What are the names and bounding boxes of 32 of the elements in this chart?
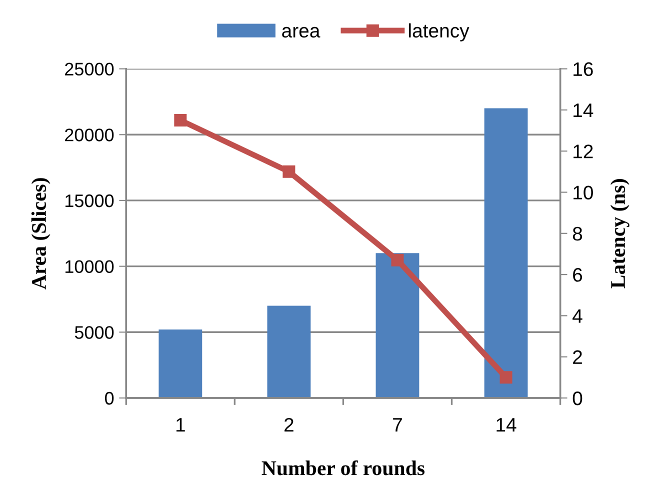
bar [376,253,420,398]
legend-label: latency [409,23,470,42]
point [282,165,296,178]
y-tick-label: 20000 [65,128,114,142]
point [174,114,187,126]
y-tick-label: 5000 [74,326,114,339]
point [391,254,404,266]
y2-tick-label: 0 [572,391,582,406]
y-axis-title: Area (Slices) [31,178,50,290]
y2-tick-label: 2 [573,350,582,364]
legend-label: area [282,26,320,38]
point [500,371,512,384]
x-tick-label: 14 [496,418,516,432]
y2-tick-label: 8 [572,226,582,241]
y2-tick-label: 14 [574,104,594,117]
y2-tick-label: 4 [572,309,582,323]
y-tick-label: 15000 [66,194,114,208]
bar [267,306,311,398]
x-tick-label: 7 [393,418,402,432]
y-tick-label: 0 [105,392,114,405]
y2-tick-label: 10 [574,186,593,200]
y2-tick-label: 16 [574,62,593,76]
x-tick-label: 2 [284,418,294,432]
x-tick-label: 1 [176,418,185,432]
y2-tick-label: 12 [574,144,593,158]
y-tick-label: 25000 [65,62,114,76]
y2-axis-title: Latency (ns) [610,179,630,288]
x-axis-title: Number of rounds [262,460,425,476]
bar [484,108,528,398]
y2-tick-label: 6 [573,268,582,282]
y-tick-label: 10000 [66,260,114,274]
bar [158,330,202,398]
